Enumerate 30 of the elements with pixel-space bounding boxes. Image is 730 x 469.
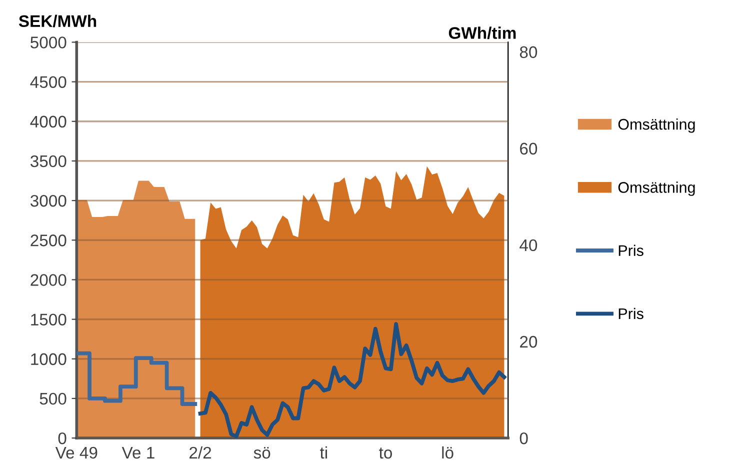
legend-label: Pris <box>618 308 644 320</box>
x-tick-label: sö <box>254 447 270 459</box>
y-tick-label: 1500 <box>31 314 66 326</box>
y2-axis-title: GWh/tim <box>448 26 516 40</box>
x-tick-label: to <box>379 448 392 459</box>
x-tick-label: Ve 49 <box>55 446 98 459</box>
y-tick-label: 1000 <box>31 353 66 366</box>
x-tick-label: lö <box>442 446 454 459</box>
legend-label: Pris <box>618 244 644 256</box>
y-tick-label: 2500 <box>30 234 66 246</box>
y2-tick-label: 80 <box>520 46 538 58</box>
y2-tick-label: 20 <box>520 336 538 348</box>
x-tick-label: 2/2 <box>190 446 212 459</box>
legend-label: Omsättning <box>618 182 695 196</box>
x-tick-label: ti <box>320 446 327 459</box>
y2-tick-label: 60 <box>520 142 538 155</box>
y-axis-title: SEK/MWh <box>18 14 96 28</box>
y-tick-label: 4500 <box>30 76 66 88</box>
y-tick-label: 500 <box>40 392 66 405</box>
legend-label: Omsättning <box>618 118 695 133</box>
y-tick-label: 0 <box>58 432 66 444</box>
y-tick-label: 3500 <box>30 155 66 168</box>
line-series <box>198 322 506 438</box>
y-tick-label: 5000 <box>30 36 66 48</box>
y-tick-label: 4000 <box>30 116 66 128</box>
x-tick-label: Ve 1 <box>122 446 154 459</box>
y-tick-label: 3000 <box>30 194 66 207</box>
y2-tick-label: 40 <box>520 239 538 252</box>
y-tick-label: 2000 <box>30 274 66 286</box>
y2-tick-label: 0 <box>520 432 528 444</box>
